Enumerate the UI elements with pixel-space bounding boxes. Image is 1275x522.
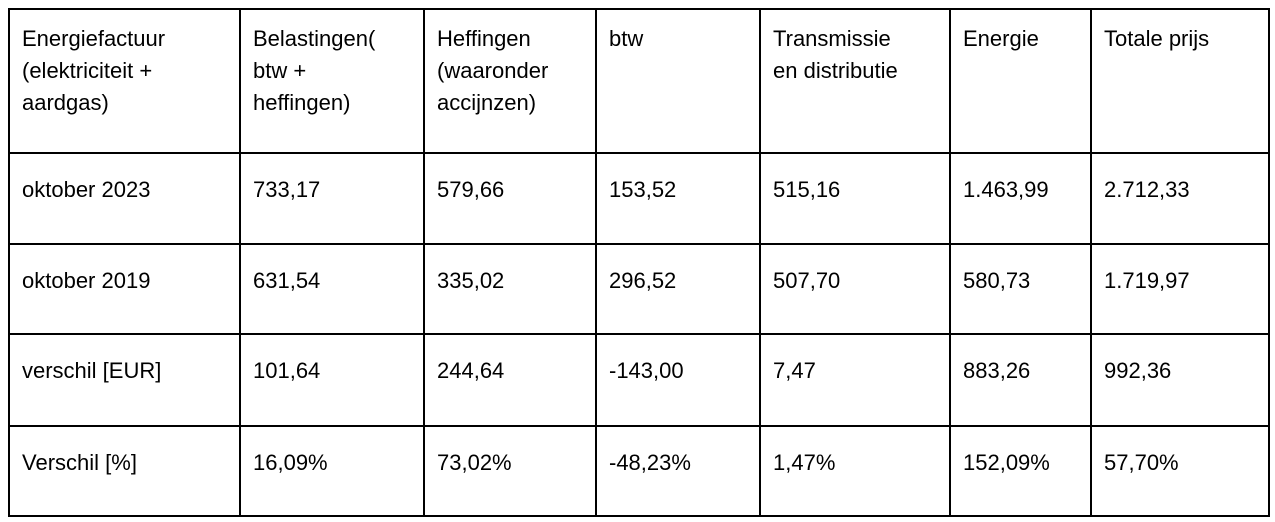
header-btw: btw: [595, 8, 761, 154]
header-energie: Energie: [949, 8, 1092, 154]
cell-energie: 883,26: [949, 333, 1092, 427]
energy-invoice-table-wrapper: Energiefactuur (elektriciteit + aardgas)…: [8, 8, 1270, 517]
cell-belastingen: 631,54: [239, 243, 425, 335]
table-row-verschil-pct: Verschil [%] 16,09% 73,02% -48,23% 1,47%…: [8, 425, 1270, 517]
cell-btw: -48,23%: [595, 425, 761, 517]
row-label: oktober 2019: [8, 243, 241, 335]
cell-transmissie: 507,70: [759, 243, 951, 335]
cell-btw: 153,52: [595, 152, 761, 245]
row-label: Verschil [%]: [8, 425, 241, 517]
cell-btw: 296,52: [595, 243, 761, 335]
table-row-verschil-eur: verschil [EUR] 101,64 244,64 -143,00 7,4…: [8, 333, 1270, 427]
cell-totale-prijs: 992,36: [1090, 333, 1270, 427]
cell-heffingen: 335,02: [423, 243, 597, 335]
cell-heffingen: 244,64: [423, 333, 597, 427]
cell-belastingen: 101,64: [239, 333, 425, 427]
cell-transmissie: 7,47: [759, 333, 951, 427]
cell-belastingen: 733,17: [239, 152, 425, 245]
cell-transmissie: 515,16: [759, 152, 951, 245]
row-label: oktober 2023: [8, 152, 241, 245]
cell-totale-prijs: 2.712,33: [1090, 152, 1270, 245]
cell-energie: 152,09%: [949, 425, 1092, 517]
table-row-oktober-2023: oktober 2023 733,17 579,66 153,52 515,16…: [8, 152, 1270, 245]
cell-totale-prijs: 57,70%: [1090, 425, 1270, 517]
cell-heffingen: 579,66: [423, 152, 597, 245]
cell-energie: 1.463,99: [949, 152, 1092, 245]
energy-invoice-table: Energiefactuur (elektriciteit + aardgas)…: [8, 8, 1270, 517]
cell-energie: 580,73: [949, 243, 1092, 335]
header-heffingen: Heffingen (waaronder accijnzen): [423, 8, 597, 154]
table-row-oktober-2019: oktober 2019 631,54 335,02 296,52 507,70…: [8, 243, 1270, 335]
header-energiefactuur: Energiefactuur (elektriciteit + aardgas): [8, 8, 241, 154]
cell-btw: -143,00: [595, 333, 761, 427]
cell-belastingen: 16,09%: [239, 425, 425, 517]
cell-heffingen: 73,02%: [423, 425, 597, 517]
header-belastingen: Belastingen( btw + heffingen): [239, 8, 425, 154]
table-header-row: Energiefactuur (elektriciteit + aardgas)…: [8, 8, 1270, 154]
header-totale-prijs: Totale prijs: [1090, 8, 1270, 154]
header-transmissie-distributie: Transmissie en distributie: [759, 8, 951, 154]
cell-transmissie: 1,47%: [759, 425, 951, 517]
cell-totale-prijs: 1.719,97: [1090, 243, 1270, 335]
row-label: verschil [EUR]: [8, 333, 241, 427]
